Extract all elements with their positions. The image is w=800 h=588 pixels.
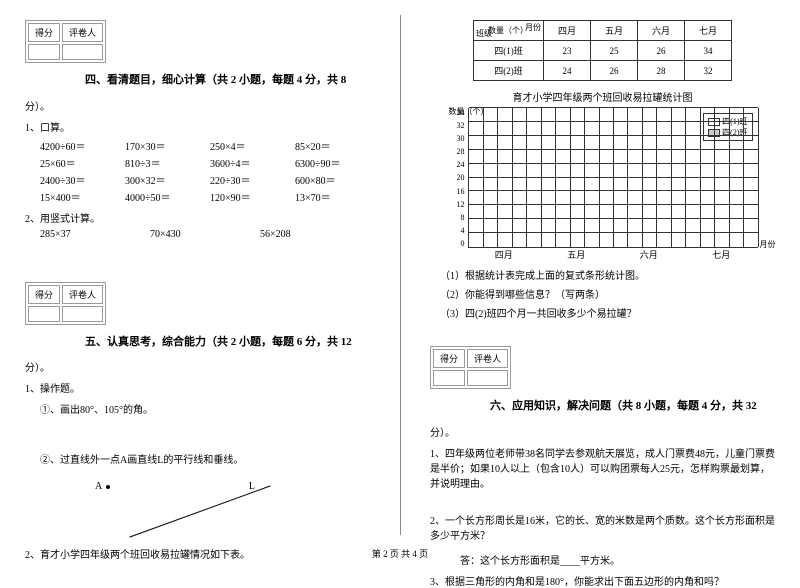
section-5-title: 五、认真思考，综合能力（共 2 小题，每题 6 分，共 12 [85,334,380,352]
y-axis: 3432302824201612840 [448,108,468,248]
th: 五月 [590,21,637,41]
section-4-title: 四、看清题目，细心计算（共 2 小题，每题 4 分，共 8 [85,72,380,90]
score-label: 得分 [28,23,60,42]
chart-q1: （1）根据统计表完成上面的复式条形统计图。 [440,269,775,284]
left-column: 得分评卷人 四、看清题目，细心计算（共 2 小题，每题 4 分，共 8 分）。 … [0,0,405,540]
vert-row: 285×3770×43056×208 [40,229,380,240]
calc-row: 25×60＝810÷3＝3600÷4＝6300÷90＝ [40,155,380,170]
score-box-5: 得分评卷人 [25,282,106,325]
th-qty: 数量（个） [488,25,529,36]
grid-area: 数量（个） 月份 四(1)班 四(2)班 document.write(Arra… [468,108,758,248]
bar-chart: 育才小学四年级两个班回收易拉罐统计图 3432302824201612840 数… [448,89,758,261]
s5-q1: 1、操作题。 [25,380,380,395]
point-a: A [95,481,110,492]
s6-q1: 1、四年级两位老师带38名同学去参观航天展览，成人门票费48元，儿童门票费是半价… [430,445,775,490]
q2-label: 2、用竖式计算。 [25,210,380,225]
section-4-suffix: 分）。 [25,98,380,113]
th: 四月 [543,21,590,41]
section-5-suffix: 分）。 [25,359,380,374]
grader-label: 评卷人 [62,23,103,42]
chart-title: 育才小学四年级两个班回收易拉罐统计图 [448,89,758,104]
s5-q1b: ②、过直线外一点A画直线L的平行线和垂线。 [40,451,380,466]
score-box-4: 得分评卷人 [25,20,106,63]
q1-label: 1、口算。 [25,119,380,134]
th-month: 月份 [525,22,541,33]
right-column: 月份 班级 数量（个） 四月 五月 六月 七月 四(1)班23252634 四(… [405,0,800,540]
calc-row: 2400÷30＝300×32＝220÷30＝600×80＝ [40,172,380,187]
x-unit: 月份 [760,239,776,250]
th: 六月 [638,21,685,41]
grader-label: 评卷人 [62,285,103,304]
x-axis: 四月五月六月七月 [468,248,758,261]
score-label: 得分 [433,349,465,368]
score-box-6: 得分评卷人 [430,346,511,389]
grader-label: 评卷人 [467,349,508,368]
th-class: 班级 [476,28,492,39]
line-l [129,486,270,538]
s5-q1a: ①、画出80°、105°的角。 [40,401,380,416]
calc-row: 15×400＝4000÷50＝120×90＝13×70＝ [40,189,380,204]
chart-q3: （3）四(2)班四个月一共回收多少个易拉罐？ [440,307,775,322]
column-divider [400,15,401,535]
table-row: 四(1)班23252634 [473,41,731,61]
score-label: 得分 [28,285,60,304]
page-footer: 第 2 页 共 4 页 [0,547,800,560]
line-diagram: A L [85,476,285,536]
s6-q3: 3、根据三角形的内角和是180°，你能求出下面五边形的内角和吗？ [430,573,775,588]
table-row: 四(2)班24262832 [473,61,731,81]
s6-q2: 2、一个长方形周长是16米，它的长、宽的米数是两个质数。这个长方形面积是多少平方… [430,512,775,542]
chart-q2: （2）你能得到哪些信息？（写两条） [440,288,775,303]
data-table: 月份 班级 数量（个） 四月 五月 六月 七月 四(1)班23252634 四(… [473,20,732,81]
section-6-title: 六、应用知识，解决问题（共 8 小题，每题 4 分，共 32 [490,398,775,416]
section-6-suffix: 分）。 [430,424,775,439]
th: 七月 [685,21,732,41]
calc-row: 4200÷60＝170×30＝250×4＝85×20＝ [40,138,380,153]
